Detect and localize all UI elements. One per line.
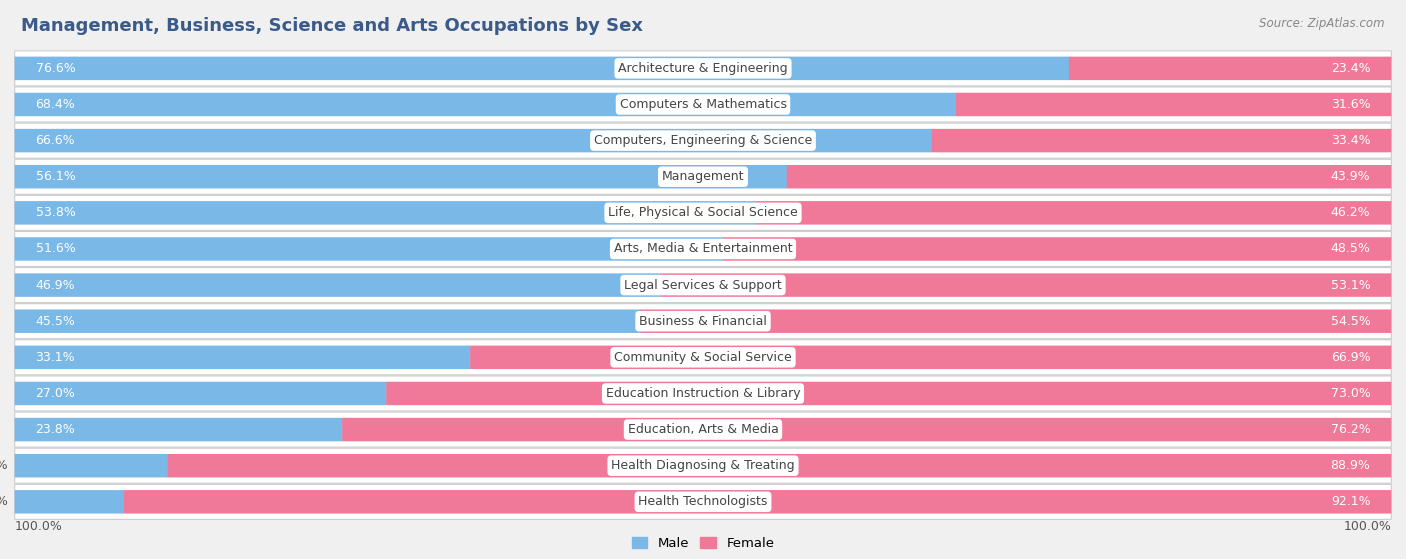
FancyBboxPatch shape bbox=[641, 310, 1392, 333]
FancyBboxPatch shape bbox=[931, 129, 1392, 153]
FancyBboxPatch shape bbox=[14, 87, 1392, 122]
Text: 43.9%: 43.9% bbox=[1331, 170, 1371, 183]
FancyBboxPatch shape bbox=[787, 165, 1392, 188]
Text: 46.9%: 46.9% bbox=[35, 278, 75, 292]
FancyBboxPatch shape bbox=[14, 268, 1392, 302]
FancyBboxPatch shape bbox=[14, 382, 387, 405]
Text: 7.9%: 7.9% bbox=[0, 495, 8, 508]
Text: 76.2%: 76.2% bbox=[1330, 423, 1371, 436]
FancyBboxPatch shape bbox=[14, 159, 1392, 194]
Text: 100.0%: 100.0% bbox=[1343, 520, 1391, 533]
Text: 45.5%: 45.5% bbox=[35, 315, 76, 328]
Text: 56.1%: 56.1% bbox=[35, 170, 76, 183]
FancyBboxPatch shape bbox=[14, 56, 1070, 80]
Text: Legal Services & Support: Legal Services & Support bbox=[624, 278, 782, 292]
FancyBboxPatch shape bbox=[14, 454, 167, 477]
Text: 33.1%: 33.1% bbox=[35, 351, 75, 364]
FancyBboxPatch shape bbox=[956, 93, 1392, 116]
FancyBboxPatch shape bbox=[14, 340, 1392, 375]
Text: Computers & Mathematics: Computers & Mathematics bbox=[620, 98, 786, 111]
FancyBboxPatch shape bbox=[661, 273, 1392, 297]
FancyBboxPatch shape bbox=[14, 129, 932, 153]
FancyBboxPatch shape bbox=[724, 237, 1392, 260]
Text: 46.2%: 46.2% bbox=[1331, 206, 1371, 219]
Text: 73.0%: 73.0% bbox=[1330, 387, 1371, 400]
FancyBboxPatch shape bbox=[14, 484, 1392, 519]
Text: Management, Business, Science and Arts Occupations by Sex: Management, Business, Science and Arts O… bbox=[21, 17, 643, 35]
Text: 33.4%: 33.4% bbox=[1331, 134, 1371, 147]
Text: Business & Financial: Business & Financial bbox=[640, 315, 766, 328]
Text: 53.1%: 53.1% bbox=[1330, 278, 1371, 292]
Text: Computers, Engineering & Science: Computers, Engineering & Science bbox=[593, 134, 813, 147]
FancyBboxPatch shape bbox=[14, 304, 1392, 339]
Text: 76.6%: 76.6% bbox=[35, 62, 76, 75]
FancyBboxPatch shape bbox=[14, 418, 343, 441]
Text: Community & Social Service: Community & Social Service bbox=[614, 351, 792, 364]
FancyBboxPatch shape bbox=[14, 93, 956, 116]
FancyBboxPatch shape bbox=[14, 237, 725, 260]
Text: Management: Management bbox=[662, 170, 744, 183]
FancyBboxPatch shape bbox=[124, 490, 1392, 514]
Text: Education Instruction & Library: Education Instruction & Library bbox=[606, 387, 800, 400]
FancyBboxPatch shape bbox=[14, 376, 1392, 411]
Text: 11.1%: 11.1% bbox=[0, 459, 8, 472]
Text: 48.5%: 48.5% bbox=[1330, 243, 1371, 255]
FancyBboxPatch shape bbox=[14, 310, 641, 333]
Text: 27.0%: 27.0% bbox=[35, 387, 76, 400]
FancyBboxPatch shape bbox=[14, 412, 1392, 447]
Text: 68.4%: 68.4% bbox=[35, 98, 76, 111]
Text: Source: ZipAtlas.com: Source: ZipAtlas.com bbox=[1260, 17, 1385, 30]
FancyBboxPatch shape bbox=[14, 51, 1392, 86]
FancyBboxPatch shape bbox=[342, 418, 1392, 441]
Text: 54.5%: 54.5% bbox=[1330, 315, 1371, 328]
Text: 53.8%: 53.8% bbox=[35, 206, 76, 219]
FancyBboxPatch shape bbox=[1069, 56, 1392, 80]
Text: 100.0%: 100.0% bbox=[15, 520, 63, 533]
FancyBboxPatch shape bbox=[14, 123, 1392, 158]
FancyBboxPatch shape bbox=[14, 165, 787, 188]
Legend: Male, Female: Male, Female bbox=[626, 532, 780, 556]
FancyBboxPatch shape bbox=[14, 345, 471, 369]
Text: Education, Arts & Media: Education, Arts & Media bbox=[627, 423, 779, 436]
Text: 51.6%: 51.6% bbox=[35, 243, 76, 255]
Text: Architecture & Engineering: Architecture & Engineering bbox=[619, 62, 787, 75]
FancyBboxPatch shape bbox=[14, 201, 755, 225]
Text: Health Diagnosing & Treating: Health Diagnosing & Treating bbox=[612, 459, 794, 472]
FancyBboxPatch shape bbox=[470, 345, 1392, 369]
Text: Health Technologists: Health Technologists bbox=[638, 495, 768, 508]
Text: 66.9%: 66.9% bbox=[1331, 351, 1371, 364]
FancyBboxPatch shape bbox=[14, 490, 124, 514]
FancyBboxPatch shape bbox=[14, 231, 1392, 267]
Text: Arts, Media & Entertainment: Arts, Media & Entertainment bbox=[613, 243, 793, 255]
FancyBboxPatch shape bbox=[755, 201, 1392, 225]
FancyBboxPatch shape bbox=[167, 454, 1392, 477]
Text: 31.6%: 31.6% bbox=[1331, 98, 1371, 111]
Text: 88.9%: 88.9% bbox=[1330, 459, 1371, 472]
FancyBboxPatch shape bbox=[14, 273, 661, 297]
Text: 23.4%: 23.4% bbox=[1331, 62, 1371, 75]
Text: Life, Physical & Social Science: Life, Physical & Social Science bbox=[609, 206, 797, 219]
FancyBboxPatch shape bbox=[14, 448, 1392, 483]
FancyBboxPatch shape bbox=[14, 195, 1392, 230]
FancyBboxPatch shape bbox=[387, 382, 1392, 405]
Text: 92.1%: 92.1% bbox=[1331, 495, 1371, 508]
Text: 66.6%: 66.6% bbox=[35, 134, 75, 147]
Text: 23.8%: 23.8% bbox=[35, 423, 76, 436]
